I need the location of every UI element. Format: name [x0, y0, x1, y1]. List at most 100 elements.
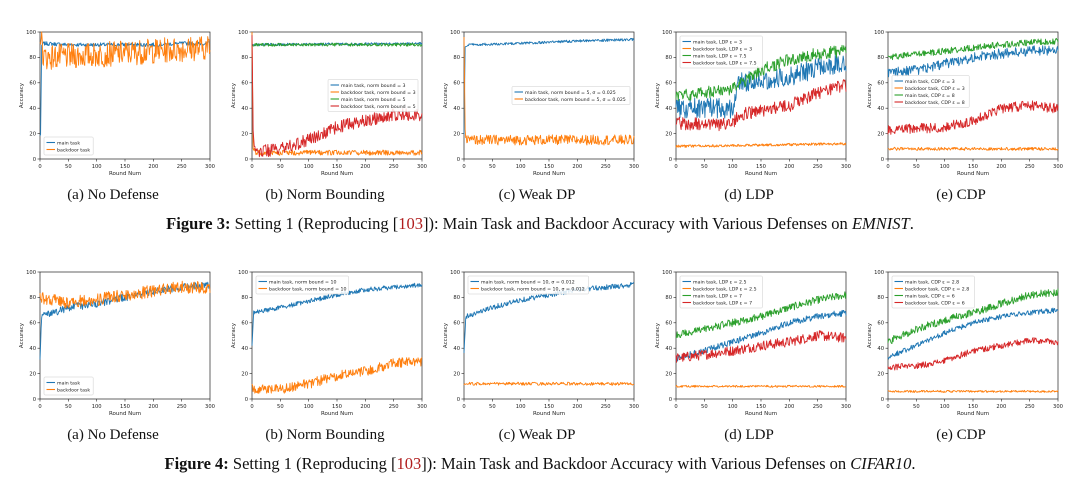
fig4-caption-ref[interactable]: 103	[396, 454, 422, 473]
fig3-subcaption-b: (b) Norm Bounding	[265, 187, 385, 203]
fig4-subcaption-b: (b) Norm Bounding	[265, 427, 385, 443]
series-line-0	[887, 307, 1059, 360]
y-tick-label: 60	[241, 81, 248, 87]
series-line-0	[675, 54, 847, 119]
x-tick-label: 0	[38, 404, 41, 410]
legend-label: backdoor task, norm bound = 3	[341, 90, 416, 96]
x-tick-label: 50	[277, 164, 284, 170]
x-tick-label: 200	[572, 404, 582, 410]
x-tick-label: 150	[332, 404, 342, 410]
chart-emnist-1: 0 50 100 150 200 250 300 0 20 40 60 80 100 Round Num A…	[231, 30, 427, 177]
legend-label: main task, norm bound = 5	[341, 97, 405, 103]
series-line-1	[463, 36, 635, 146]
x-tick-label: 200	[572, 164, 582, 170]
x-tick-label: 300	[841, 164, 851, 170]
x-axis-label: Round Num	[533, 411, 565, 417]
series-line-1	[39, 280, 211, 309]
x-tick-label: 50	[701, 404, 708, 410]
y-tick-label: 100	[662, 30, 672, 36]
fig3-caption-dataset: EMNIST	[851, 214, 910, 233]
x-tick-label: 200	[148, 404, 158, 410]
x-axis-label: Round Num	[321, 171, 353, 177]
legend-box	[891, 75, 970, 108]
series-line-3	[675, 330, 847, 363]
x-tick-label: 150	[968, 164, 978, 170]
series-line-0	[463, 37, 635, 135]
x-tick-label: 0	[886, 164, 889, 170]
legend-box	[679, 35, 763, 69]
x-tick-label: 100	[92, 404, 102, 410]
y-tick-label: 40	[877, 106, 884, 112]
fig4-subcaption-e: (e) CDP	[936, 427, 986, 443]
x-axis-label: Round Num	[109, 411, 141, 417]
y-tick-label: 80	[241, 55, 248, 61]
y-tick-label: 40	[29, 106, 36, 112]
x-axis-label: Round Num	[957, 171, 989, 177]
x-tick-label: 250	[813, 404, 823, 410]
x-tick-label: 0	[886, 404, 889, 410]
series-line-0	[887, 45, 1059, 78]
y-tick-label: 40	[877, 346, 884, 352]
x-tick-label: 100	[728, 404, 738, 410]
series-line-2	[675, 291, 847, 339]
x-tick-label: 250	[177, 164, 187, 170]
y-tick-label: 0	[669, 157, 672, 163]
x-tick-label: 200	[996, 404, 1006, 410]
y-axis-label: Accuracy	[867, 82, 873, 108]
y-tick-label: 80	[877, 295, 884, 301]
y-tick-label: 60	[29, 321, 36, 327]
x-tick-label: 250	[389, 404, 399, 410]
fig4-caption: Figure 4: Setting 1 (Reproducing [103]):…	[164, 454, 915, 474]
y-tick-label: 20	[665, 131, 672, 137]
legend-label: main task, CDP ε = 3	[905, 79, 955, 85]
y-tick-label: 100	[450, 30, 460, 36]
x-tick-label: 50	[913, 404, 920, 410]
legend-box	[43, 136, 94, 156]
x-tick-label: 200	[360, 164, 370, 170]
x-tick-label: 50	[701, 164, 708, 170]
y-tick-label: 40	[29, 346, 36, 352]
y-tick-label: 20	[453, 131, 460, 137]
chart-emnist-4: 0 50 100 150 200 250 300 0 20 40 60 80 100 Round Num A…	[867, 30, 1063, 177]
legend-label: main task	[57, 380, 80, 386]
legend-label: backdoor task, LDP ε = 3	[693, 46, 752, 52]
y-tick-label: 0	[33, 397, 36, 403]
y-tick-label: 40	[665, 346, 672, 352]
y-tick-label: 40	[241, 106, 248, 112]
y-tick-label: 80	[665, 295, 672, 301]
legend-label: backdoor task, CDP ε = 6	[905, 300, 965, 306]
fig3-caption-ref[interactable]: 103	[398, 214, 423, 233]
x-tick-label: 100	[728, 164, 738, 170]
y-axis-label: Accuracy	[19, 322, 25, 348]
legend-label: backdoor task	[57, 387, 90, 393]
x-tick-label: 50	[65, 404, 72, 410]
chart-emnist-3: 0 50 100 150 200 250 300 0 20 40 60 80 100 Round Num A…	[655, 30, 851, 177]
series-line-1	[675, 142, 847, 148]
legend-box	[891, 275, 975, 309]
series-line-3	[887, 337, 1059, 371]
y-tick-label: 60	[29, 81, 36, 87]
chart-cifar10-1: 0 50 100 150 200 250 300 0 20 40 60 80 100 Round Num A…	[231, 270, 427, 417]
y-tick-label: 100	[26, 30, 36, 36]
series-line-3	[251, 35, 423, 158]
y-tick-label: 60	[665, 81, 672, 87]
x-tick-label: 0	[250, 404, 253, 410]
x-tick-label: 150	[120, 164, 130, 170]
y-axis-label: Accuracy	[655, 322, 661, 348]
y-tick-label: 0	[33, 157, 36, 163]
fig4-caption-dataset: CIFAR10	[850, 454, 912, 473]
x-tick-label: 300	[417, 404, 427, 410]
chart-cifar10-2: 0 50 100 150 200 250 300 0 20 40 60 80 100 Round Num A…	[443, 270, 639, 417]
x-tick-label: 50	[277, 404, 284, 410]
series-line-1	[251, 357, 423, 394]
legend-label: backdoor task, CDP ε = 3	[905, 86, 965, 92]
legend-label: main task, CDP ε = 2.8	[905, 279, 959, 285]
x-tick-label: 300	[1053, 164, 1063, 170]
fig4-subcaption-a: (a) No Defense	[67, 427, 159, 443]
y-tick-label: 40	[665, 106, 672, 112]
y-tick-label: 20	[877, 131, 884, 137]
y-axis-label: Accuracy	[655, 82, 661, 108]
series-line-1	[251, 31, 423, 156]
y-tick-label: 60	[453, 321, 460, 327]
x-tick-label: 300	[1053, 404, 1063, 410]
